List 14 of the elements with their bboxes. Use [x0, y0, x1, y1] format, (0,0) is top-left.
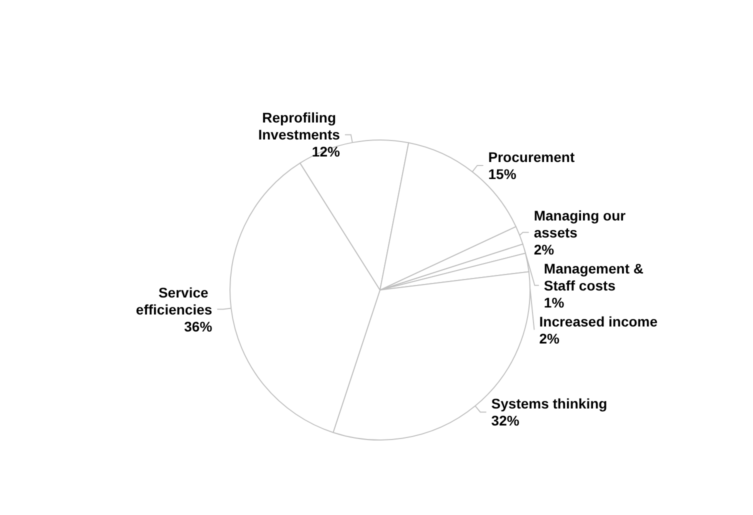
- slice-label: Management & Staff costs: [544, 260, 648, 294]
- slice-label: Service efficiencies: [136, 284, 212, 318]
- slice-label: Procurement: [488, 148, 575, 165]
- slice-label: Systems thinking: [491, 396, 608, 412]
- data-label: 1%: [544, 294, 565, 310]
- data-label: 36%: [184, 318, 213, 334]
- data-label: 12%: [312, 144, 340, 160]
- slice-label: Increased income: [539, 313, 658, 330]
- slice-label: Managing our assets: [534, 207, 630, 240]
- data-label: 2%: [539, 330, 560, 346]
- data-label: 32%: [491, 412, 520, 429]
- data-label: 2%: [534, 241, 555, 258]
- slice-label: Reprofiling Investments: [258, 110, 340, 143]
- data-label: 15%: [488, 166, 517, 182]
